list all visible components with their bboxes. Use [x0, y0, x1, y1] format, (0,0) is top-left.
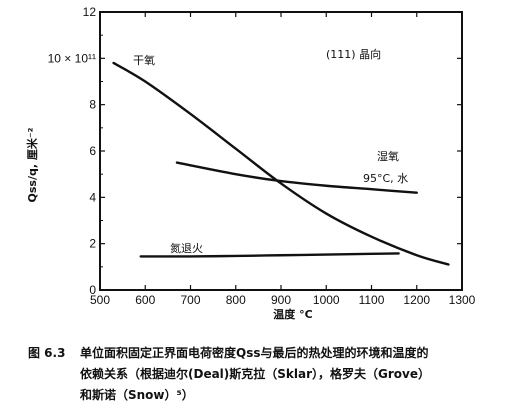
annotation-orientation: (111) 晶向 [326, 47, 381, 61]
y-tick-label: 12 [83, 5, 97, 19]
x-tick-label: 1200 [403, 293, 430, 307]
figure-caption: 图 6.3 单位面积固定正界面电荷密度Qss与最后的热处理的环境和温度的 依赖关系… [28, 343, 498, 406]
x-axis-title: 温度 °C [273, 307, 312, 321]
y-axis-title-text: Qss/q, 厘米⁻² [25, 127, 39, 202]
figure-number: 图 6.3 [28, 346, 66, 360]
y-tick-label: 8 [89, 98, 96, 112]
series-line-2 [139, 252, 400, 258]
x-tick-label: 1100 [359, 293, 385, 307]
annotation-wet-oxygen: 湿氧 [377, 149, 399, 163]
x-tick-label: 800 [226, 293, 246, 307]
x-tick-label: 1300 [449, 293, 476, 307]
annotation-wet-condition: 95°C, 水 [363, 172, 408, 185]
x-tick-label: 900 [271, 293, 291, 307]
annotation-dry-oxygen: 干氧 [133, 53, 155, 67]
y-tick-label: 10 × 10¹¹ [48, 51, 96, 65]
y-tick-label: 0 [89, 283, 96, 297]
annotation-nitrogen-anneal: 氮退火 [170, 241, 203, 255]
caption-line-2: 依赖关系（根据迪尔(Deal)斯克拉（Sklar），格罗夫（Grove） [80, 367, 431, 381]
x-tick-label: 600 [135, 293, 155, 307]
y-tick-label: 6 [89, 144, 96, 158]
caption-text-1: 单位面积固定正界面电荷密度Qss与最后的热处理的环境和温度的 [80, 346, 429, 360]
series-layer [112, 61, 450, 266]
x-tick-label: 700 [180, 293, 200, 307]
series-line-1 [175, 161, 418, 194]
x-tick-label: 500 [90, 293, 110, 307]
tick-labels: 500 600 700 800 900 1000 1100 1200 1300 0 2 4 6 8 10 ×… [48, 5, 476, 307]
caption-line-1: 图 6.3 单位面积固定正界面电荷密度Qss与最后的热处理的环境和温度的 [28, 343, 498, 364]
series-line-0 [112, 61, 450, 266]
y-tick-label: 4 [89, 190, 96, 204]
y-tick-label: 2 [89, 237, 96, 251]
plot-frame [99, 11, 463, 291]
x-tick-label: 1000 [313, 293, 340, 307]
y-axis-title: Qss/q, 厘米⁻² [25, 127, 39, 202]
chart: 500 600 700 800 900 1000 1100 1200 1300 0 2 4 6 8 10 ×… [25, 5, 476, 321]
caption-line-3: 和斯诺（Snow）⁵） [80, 388, 194, 402]
